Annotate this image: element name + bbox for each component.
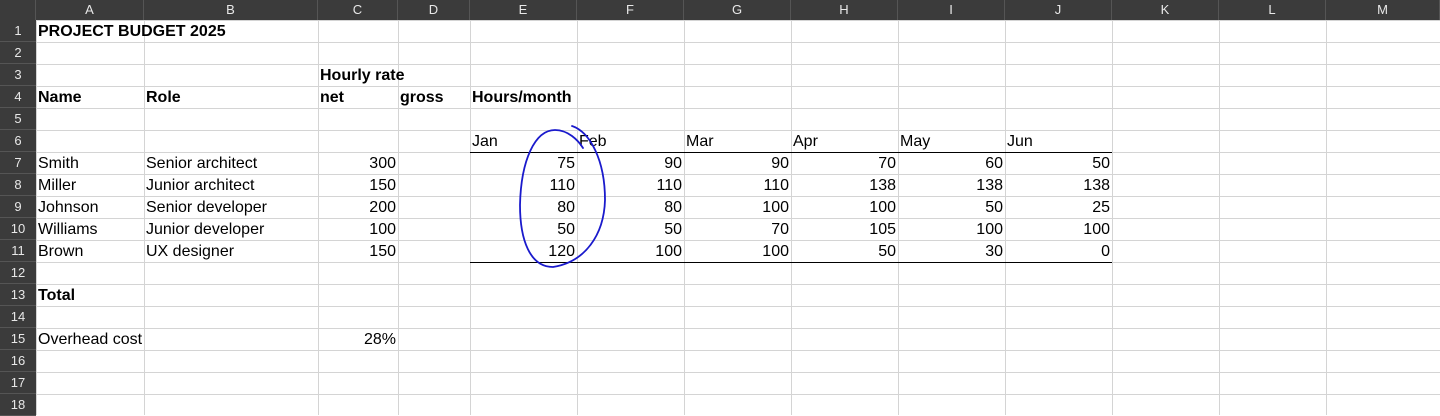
cell-H6[interactable]: Apr <box>793 133 818 150</box>
row-header-12[interactable]: 12 <box>0 262 36 284</box>
column-header-J[interactable]: J <box>1005 0 1112 20</box>
cell-J10[interactable]: 100 <box>1083 221 1110 238</box>
cell-F6[interactable]: Feb <box>579 133 607 150</box>
column-header-G[interactable]: G <box>684 0 791 20</box>
cell-A1[interactable]: PROJECT BUDGET 2025 <box>38 23 226 40</box>
cell-C7[interactable]: 300 <box>369 155 396 172</box>
cell-H11[interactable]: 50 <box>878 243 896 260</box>
cell-I10[interactable]: 100 <box>976 221 1003 238</box>
row-header-1[interactable]: 1 <box>0 20 36 42</box>
cell-E11[interactable]: 120 <box>548 243 575 260</box>
row-header-3[interactable]: 3 <box>0 64 36 86</box>
cell-G7[interactable]: 90 <box>771 155 789 172</box>
cell-G8[interactable]: 110 <box>763 177 789 194</box>
row-header-17[interactable]: 17 <box>0 372 36 394</box>
cell-H10[interactable]: 105 <box>869 221 896 238</box>
cell-E6[interactable]: Jan <box>472 133 498 150</box>
cell-G10[interactable]: 70 <box>771 221 789 238</box>
cell-C9[interactable]: 200 <box>369 199 396 216</box>
row-header-13[interactable]: 13 <box>0 284 36 306</box>
column-header-F[interactable]: F <box>577 0 684 20</box>
cell-A4[interactable]: Name <box>38 89 82 106</box>
cell-E7[interactable]: 75 <box>557 155 575 172</box>
row-header-14[interactable]: 14 <box>0 306 36 328</box>
cell-G11[interactable]: 100 <box>762 243 789 260</box>
cell-E8[interactable]: 110 <box>549 177 575 194</box>
row-header-8[interactable]: 8 <box>0 174 36 196</box>
row-header-9[interactable]: 9 <box>0 196 36 218</box>
cell-F11[interactable]: 100 <box>655 243 682 260</box>
column-header-L[interactable]: L <box>1219 0 1326 20</box>
cell-A7[interactable]: Smith <box>38 155 79 172</box>
row-header-10[interactable]: 10 <box>0 218 36 240</box>
cell-A11[interactable]: Brown <box>38 243 84 260</box>
row-header-11[interactable]: 11 <box>0 240 36 262</box>
cell-B9[interactable]: Senior developer <box>146 199 267 216</box>
row-header-5[interactable]: 5 <box>0 108 36 130</box>
table-border-line <box>470 152 1112 153</box>
table-border-line <box>470 262 1112 263</box>
cell-A15[interactable]: Overhead cost <box>38 331 143 348</box>
cell-F10[interactable]: 50 <box>664 221 682 238</box>
cell-H9[interactable]: 100 <box>869 199 896 216</box>
cell-A9[interactable]: Johnson <box>38 199 99 216</box>
cell-B8[interactable]: Junior architect <box>146 177 255 194</box>
cell-H7[interactable]: 70 <box>878 155 896 172</box>
column-header-H[interactable]: H <box>791 0 898 20</box>
cell-C10[interactable]: 100 <box>369 221 396 238</box>
column-header-I[interactable]: I <box>898 0 1005 20</box>
cell-E10[interactable]: 50 <box>557 221 575 238</box>
cell-C8[interactable]: 150 <box>369 177 396 194</box>
cell-E4[interactable]: Hours/month <box>472 89 572 106</box>
row-header-15[interactable]: 15 <box>0 328 36 350</box>
cell-G6[interactable]: Mar <box>686 133 714 150</box>
cell-B4[interactable]: Role <box>146 89 181 106</box>
cell-E9[interactable]: 80 <box>557 199 575 216</box>
cell-I7[interactable]: 60 <box>985 155 1003 172</box>
cell-J7[interactable]: 50 <box>1092 155 1110 172</box>
cell-J6[interactable]: Jun <box>1007 133 1033 150</box>
row-header-4[interactable]: 4 <box>0 86 36 108</box>
column-header-C[interactable]: C <box>318 0 398 20</box>
cell-J8[interactable]: 138 <box>1083 177 1110 194</box>
row-header-2[interactable]: 2 <box>0 42 36 64</box>
cell-F7[interactable]: 90 <box>664 155 682 172</box>
cell-H8[interactable]: 138 <box>869 177 896 194</box>
column-header-E[interactable]: E <box>470 0 577 20</box>
column-header-K[interactable]: K <box>1112 0 1219 20</box>
cell-C15[interactable]: 28% <box>363 331 396 348</box>
cell-F8[interactable]: 110 <box>656 177 682 194</box>
select-all-corner[interactable] <box>0 0 36 20</box>
cell-C3[interactable]: Hourly rate <box>320 67 405 84</box>
row-header-16[interactable]: 16 <box>0 350 36 372</box>
column-header-A[interactable]: A <box>36 0 144 20</box>
cell-I6[interactable]: May <box>900 133 931 150</box>
cell-B11[interactable]: UX designer <box>146 243 235 260</box>
cell-J9[interactable]: 25 <box>1092 199 1110 216</box>
cell-I9[interactable]: 50 <box>985 199 1003 216</box>
cell-J11[interactable]: 0 <box>1101 243 1110 260</box>
cell-B10[interactable]: Junior developer <box>146 221 265 238</box>
cell-I8[interactable]: 138 <box>976 177 1003 194</box>
cell-C4[interactable]: net <box>320 89 344 106</box>
cell-G9[interactable]: 100 <box>762 199 789 216</box>
cell-D4[interactable]: gross <box>400 89 444 106</box>
column-header-D[interactable]: D <box>398 0 470 20</box>
cell-F9[interactable]: 80 <box>664 199 682 216</box>
column-header-M[interactable]: M <box>1326 0 1440 20</box>
column-header-B[interactable]: B <box>144 0 318 20</box>
cell-B7[interactable]: Senior architect <box>146 155 258 172</box>
cell-A8[interactable]: Miller <box>38 177 77 194</box>
row-header-6[interactable]: 6 <box>0 130 36 152</box>
cell-I11[interactable]: 30 <box>985 243 1003 260</box>
row-header-18[interactable]: 18 <box>0 394 36 416</box>
cell-A13[interactable]: Total <box>38 287 76 304</box>
cell-C11[interactable]: 150 <box>369 243 396 260</box>
cell-A10[interactable]: Williams <box>38 221 98 238</box>
row-header-7[interactable]: 7 <box>0 152 36 174</box>
